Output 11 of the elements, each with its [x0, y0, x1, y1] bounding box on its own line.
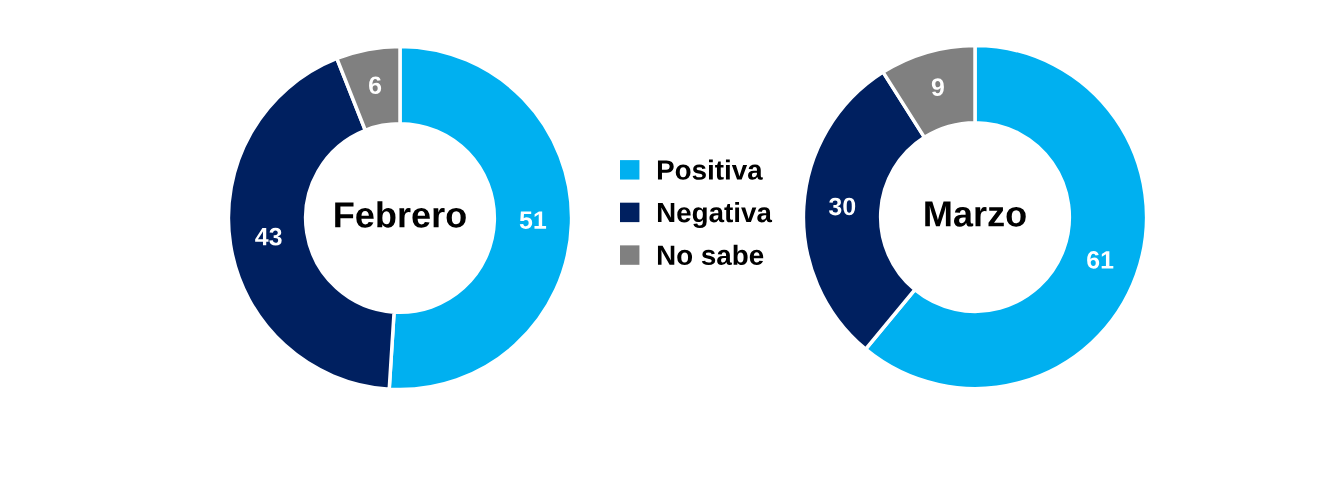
text: Marzo	[925, 201, 1026, 227]
data-label: 6	[369, 76, 382, 95]
data-label: 51	[519, 211, 547, 229]
legend-label: No sabe	[657, 244, 764, 266]
legend-label: Negativa	[657, 201, 773, 229]
text: Febrero	[335, 201, 466, 228]
data-label: 43	[255, 227, 282, 246]
data-label: 9	[931, 78, 944, 97]
legend-label: Positiva	[657, 159, 763, 180]
data-label: 30	[828, 197, 856, 216]
data-label: 61	[1087, 251, 1114, 269]
